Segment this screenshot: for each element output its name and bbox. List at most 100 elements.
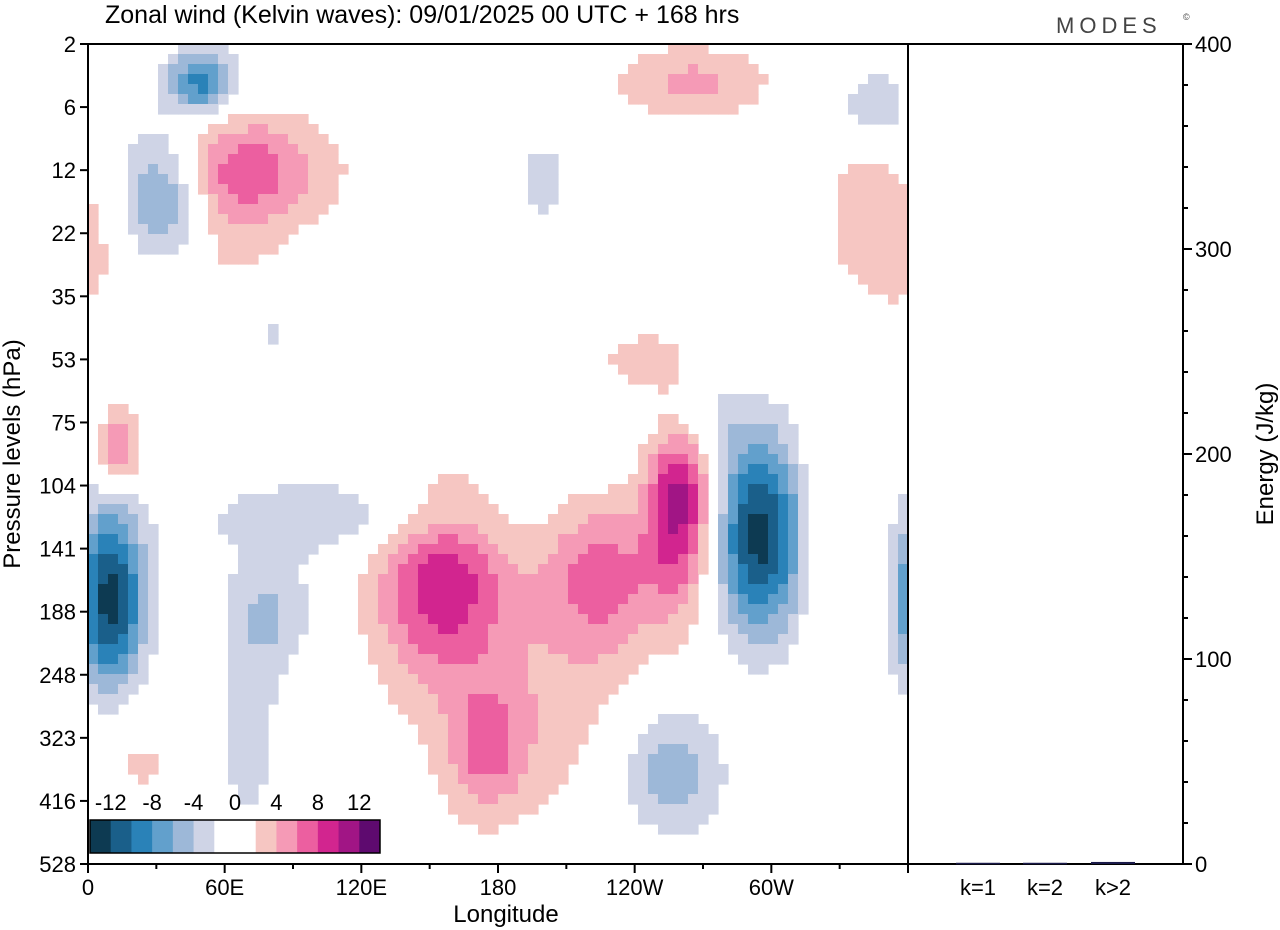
- heatmap-cell: [518, 694, 529, 705]
- heatmap-cell: [548, 164, 559, 175]
- heatmap-cell: [338, 504, 349, 515]
- heatmap-cell: [578, 614, 589, 625]
- heatmap-cell: [248, 624, 259, 635]
- heatmap-cell: [238, 754, 249, 765]
- heatmap-cell: [158, 224, 169, 235]
- heatmap-cell: [258, 584, 269, 595]
- heatmap-cell: [798, 474, 809, 485]
- heatmap-cell: [788, 504, 799, 515]
- heatmap-cell: [798, 494, 809, 505]
- heatmap-cell: [878, 94, 889, 105]
- heatmap-cell: [868, 224, 879, 235]
- heatmap-cell: [538, 154, 549, 165]
- heatmap-cell: [228, 654, 239, 665]
- heatmap-cell: [198, 134, 209, 145]
- heatmap-cell: [738, 524, 749, 535]
- heatmap-cell: [388, 694, 399, 705]
- heatmap-cell: [508, 584, 519, 595]
- heatmap-cell: [418, 554, 429, 565]
- heatmap-cell: [438, 554, 449, 565]
- heatmap-cell: [88, 274, 99, 285]
- heatmap-cell: [118, 424, 129, 435]
- heatmap-cell: [388, 554, 399, 565]
- heatmap-cell: [738, 494, 749, 505]
- heatmap-cell: [118, 514, 129, 525]
- heatmap-cell: [238, 614, 249, 625]
- heatmap-cell: [248, 774, 259, 785]
- heatmap-cell: [658, 74, 669, 85]
- heatmap-cell: [758, 444, 769, 455]
- heatmap-cell: [728, 514, 739, 525]
- heatmap-cell: [508, 664, 519, 675]
- heatmap-cell: [718, 434, 729, 445]
- heatmap-cell: [688, 464, 699, 475]
- heatmap-cell: [668, 74, 679, 85]
- heatmap-cell: [648, 504, 659, 515]
- heatmap-cell: [648, 494, 659, 505]
- heatmap-cell: [458, 814, 469, 825]
- heatmap-cell: [278, 534, 289, 545]
- heatmap-cell: [648, 334, 659, 345]
- heatmap-cell: [668, 804, 679, 815]
- heatmap-cell: [298, 504, 309, 515]
- heatmap-cell: [108, 424, 119, 435]
- energy-tick-label: 300: [1195, 237, 1232, 262]
- heatmap-cell: [398, 594, 409, 605]
- heatmap-cell: [268, 644, 279, 655]
- heatmap-cell: [768, 414, 779, 425]
- heatmap-cell: [618, 644, 629, 655]
- heatmap-cell: [198, 174, 209, 185]
- heatmap-cell: [398, 564, 409, 575]
- colorbar-label: -4: [184, 790, 204, 815]
- heatmap-cell: [568, 714, 579, 725]
- heatmap-cell: [138, 224, 149, 235]
- heatmap-cell: [258, 634, 269, 645]
- heatmap-cell: [288, 214, 299, 225]
- y-tick-label: 188: [39, 600, 76, 625]
- heatmap-cell: [448, 534, 459, 545]
- heatmap-cell: [268, 574, 279, 585]
- heatmap-cell: [768, 464, 779, 475]
- heatmap-cell: [778, 534, 789, 545]
- heatmap-cell: [668, 724, 679, 735]
- heatmap-cell: [288, 144, 299, 155]
- heatmap-cell: [128, 574, 139, 585]
- heatmap-cell: [498, 614, 509, 625]
- heatmap-cell: [118, 654, 129, 665]
- heatmap-cell: [448, 614, 459, 625]
- heatmap-cell: [868, 264, 879, 275]
- heatmap-cell: [848, 164, 859, 175]
- heatmap-cell: [168, 184, 179, 195]
- heatmap-cell: [248, 664, 259, 675]
- heatmap-cell: [288, 534, 299, 545]
- heatmap-cell: [208, 174, 219, 185]
- heatmap-cell: [548, 154, 559, 165]
- heatmap-cell: [548, 754, 559, 765]
- heatmap-cell: [378, 644, 389, 655]
- heatmap-cell: [638, 364, 649, 375]
- heatmap-cell: [258, 624, 269, 635]
- heatmap-cell: [878, 114, 889, 125]
- heatmap-cell: [528, 544, 539, 555]
- heatmap-cell: [428, 624, 439, 635]
- heatmap-cell: [508, 564, 519, 575]
- heatmap-cell: [308, 484, 319, 495]
- heatmap-cell: [158, 184, 169, 195]
- heatmap-cell: [698, 534, 709, 545]
- heatmap-cell: [568, 614, 579, 625]
- heatmap-cell: [698, 474, 709, 485]
- heatmap-cell: [168, 84, 179, 95]
- heatmap-cell: [648, 794, 659, 805]
- heatmap-cell: [108, 654, 119, 665]
- heatmap-cell: [268, 604, 279, 615]
- heatmap-cell: [638, 574, 649, 585]
- heatmap-cell: [248, 564, 259, 575]
- heatmap-cell: [558, 514, 569, 525]
- heatmap-cell: [478, 654, 489, 665]
- heatmap-cell: [508, 784, 519, 795]
- heatmap-cell: [138, 134, 149, 145]
- heatmap-cell: [488, 514, 499, 525]
- heatmap-cell: [678, 534, 689, 545]
- heatmap-cell: [438, 604, 449, 615]
- heatmap-cell: [258, 554, 269, 565]
